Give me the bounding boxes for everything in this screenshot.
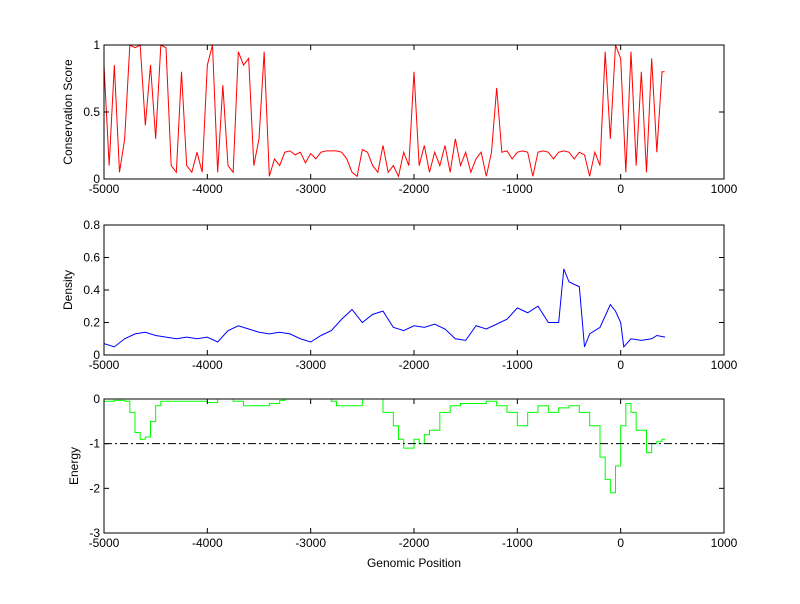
y-tick-label: 0.5 <box>83 105 100 119</box>
x-tick-label: -4000 <box>192 358 223 372</box>
x-tick-label: 1000 <box>711 358 738 372</box>
conservation-subplot: -5000 -4000 -3000 -2000 -1000 0 1000 0 0.5 1 Conse… <box>61 38 738 196</box>
y-tick-label: 0 <box>93 392 100 406</box>
x-tick-label: -3000 <box>295 358 326 372</box>
y-tick-label: -2 <box>89 481 100 495</box>
conservation-series-line <box>103 44 665 178</box>
y-tick-label: -3 <box>89 526 100 540</box>
plot-area <box>104 399 724 533</box>
x-tick-label: -5000 <box>89 358 120 372</box>
x-tick-label: -4000 <box>192 182 223 196</box>
x-tick-label: -4000 <box>192 536 223 550</box>
x-tick-label: -1000 <box>502 536 533 550</box>
energy-subplot: -5000 -4000 -3000 -2000 -1000 0 1000 -3 -2 -1 0 Ene… <box>67 392 738 570</box>
x-axis-label: Genomic Position <box>367 556 461 570</box>
x-tick-label: 0 <box>617 536 624 550</box>
x-tick-label: -3000 <box>295 182 326 196</box>
energy-series-line <box>104 398 666 494</box>
plot-area <box>104 45 724 179</box>
y-axis-label: Density <box>61 270 75 310</box>
x-tick-label: -2000 <box>399 182 430 196</box>
y-tick-label: 0 <box>93 348 100 362</box>
y-tick-label: 0.2 <box>83 316 100 330</box>
y-tick-label: 0.8 <box>83 218 100 232</box>
x-tick-label: -3000 <box>295 536 326 550</box>
y-tick-label: 0 <box>93 172 100 186</box>
x-tick-label: 0 <box>617 182 624 196</box>
x-tick-label: -2000 <box>399 358 430 372</box>
y-tick-label: 0.6 <box>83 251 100 265</box>
x-tick-label: -1000 <box>502 358 533 372</box>
x-tick-label: -5000 <box>89 182 120 196</box>
x-tick-label: -2000 <box>399 536 430 550</box>
plot-area <box>104 225 724 355</box>
x-tick-label: 1000 <box>711 182 738 196</box>
y-axis-label: Energy <box>67 447 81 485</box>
density-series-line <box>103 268 666 349</box>
y-tick-label: 1 <box>93 38 100 52</box>
density-subplot: -5000 -4000 -3000 -2000 -1000 0 1000 0 0.2 0.4 0.6… <box>61 218 738 372</box>
y-tick-label: -1 <box>89 437 100 451</box>
x-tick-label: 1000 <box>711 536 738 550</box>
x-tick-label: -1000 <box>502 182 533 196</box>
x-tick-label: 0 <box>617 358 624 372</box>
y-axis-label: Conservation Score <box>61 59 75 165</box>
x-tick-label: -5000 <box>89 536 120 550</box>
y-tick-label: 0.4 <box>83 283 100 297</box>
